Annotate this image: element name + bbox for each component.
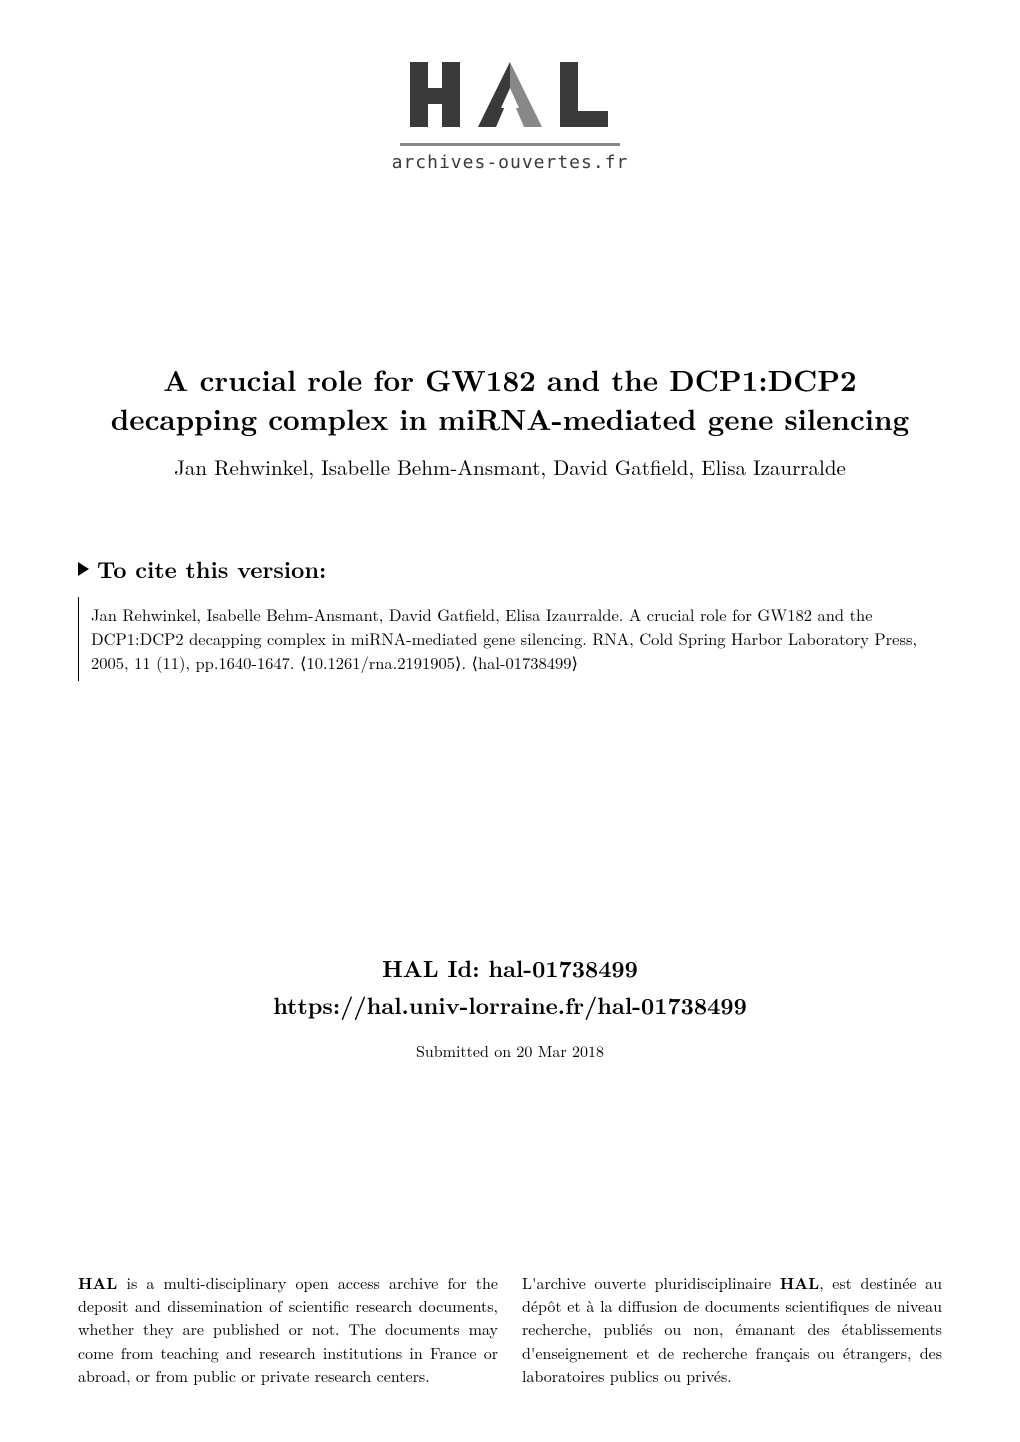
cite-section: To cite this version: Jan Rehwinkel, Isa…	[0, 552, 1020, 681]
title-section: A crucial role for GW182 and the DCP1:DC…	[0, 360, 1020, 482]
hal-id: HAL Id: hal-01738499	[0, 951, 1020, 984]
paper-title: A crucial role for GW182 and the DCP1:DC…	[0, 360, 1020, 438]
description-left: HAL is a multi-disciplinary open access …	[78, 1271, 498, 1387]
hal-id-section: HAL Id: hal-01738499 https://hal.univ-lo…	[0, 951, 1020, 1062]
hal-logo-icon: archives-ouvertes.fr	[380, 50, 640, 190]
desc-left-rest: is a multi-disciplinary open access arch…	[78, 1271, 498, 1387]
citation-text: Jan Rehwinkel, Isabelle Behm-Ansmant, Da…	[78, 597, 942, 681]
cite-label: To cite this version:	[97, 552, 326, 585]
desc-right-start: L'archive ouverte pluridisciplinaire	[522, 1271, 780, 1294]
title-line-1: A crucial role for GW182 and the DCP1:DC…	[163, 358, 856, 400]
desc-left-bold: HAL	[78, 1271, 117, 1294]
title-line-2: decapping complex in miRNA-mediated gene…	[111, 397, 909, 439]
hal-url: https://hal.univ-lorraine.fr/hal-0173849…	[0, 988, 1020, 1021]
description-right: L'archive ouverte pluridisciplinaire HAL…	[522, 1271, 942, 1387]
desc-right-bold: HAL	[780, 1271, 819, 1294]
authors: Jan Rehwinkel, Isabelle Behm-Ansmant, Da…	[0, 452, 1020, 482]
cite-header: To cite this version:	[78, 552, 942, 585]
cite-triangle-icon	[78, 562, 89, 576]
svg-text:archives-ouvertes.fr: archives-ouvertes.fr	[392, 152, 629, 173]
logo-section: archives-ouvertes.fr	[0, 0, 1020, 190]
description-section: HAL is a multi-disciplinary open access …	[0, 1271, 1020, 1387]
submitted-date: Submitted on 20 Mar 2018	[0, 1039, 1020, 1062]
